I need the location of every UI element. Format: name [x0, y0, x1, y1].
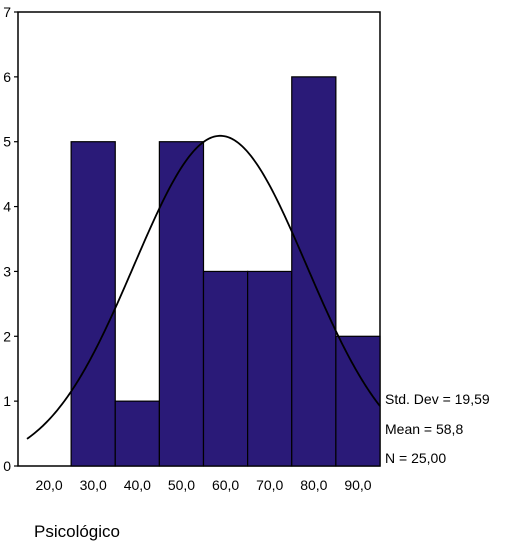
y-tick-label: 6 — [3, 69, 11, 85]
y-tick-label: 3 — [3, 263, 11, 279]
histogram-bar — [158, 141, 205, 467]
histogram-bar — [247, 270, 293, 467]
x-tick-label: 90,0 — [344, 477, 371, 493]
histogram-bar — [202, 270, 249, 467]
x-tick-label: 20,0 — [35, 477, 62, 493]
histogram-bar — [291, 76, 337, 467]
y-tick-label: 0 — [3, 458, 11, 474]
x-tick-label: 50,0 — [168, 477, 195, 493]
stat-n: N = 25,00 — [385, 450, 446, 466]
histogram-bar — [114, 400, 160, 467]
y-tick-label: 1 — [3, 393, 11, 409]
x-tick-label: 40,0 — [124, 477, 151, 493]
x-tick-label: 80,0 — [300, 477, 327, 493]
x-tick-label: 60,0 — [212, 477, 239, 493]
x-tick-label: 30,0 — [80, 477, 107, 493]
stat-mean: Mean = 58,8 — [385, 421, 463, 437]
y-tick-label: 5 — [3, 134, 11, 150]
x-axis-label: Psicológico — [34, 522, 120, 541]
stat-std-dev: Std. Dev = 19,59 — [385, 391, 490, 407]
y-tick-label: 4 — [3, 199, 11, 215]
y-tick-label: 7 — [3, 4, 11, 20]
y-tick-label: 2 — [3, 328, 11, 344]
histogram-bar — [335, 335, 381, 467]
normal-curve — [26, 134, 381, 440]
x-tick-label: 70,0 — [256, 477, 283, 493]
histogram-bar — [70, 141, 116, 467]
